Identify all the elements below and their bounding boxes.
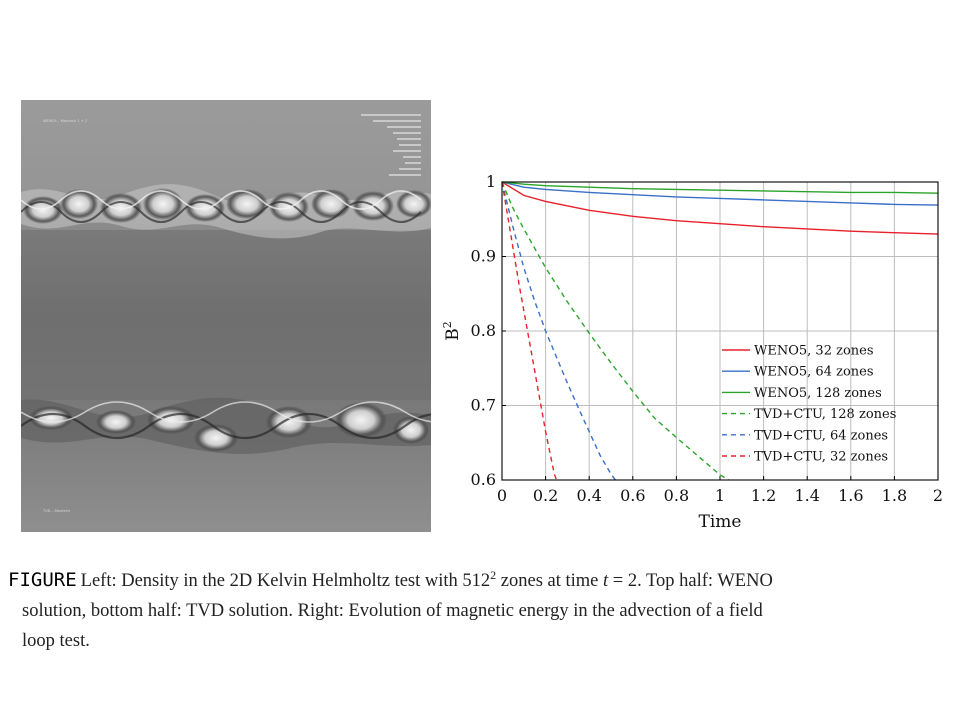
x-tick-label: 1.4 [794, 486, 819, 505]
top-half-label: WENO5 – Montech 1 + 2 [43, 119, 87, 123]
y-tick-label: 0.7 [471, 396, 496, 415]
caption-line-3: loop test. [22, 631, 90, 652]
caption-time-variable: t [603, 571, 609, 592]
y-tick-label: 1 [486, 172, 496, 191]
density-image-panel: WENO5 – Montech 1 + 2 TVD – Montech [21, 100, 431, 532]
x-tick-label: 1.2 [751, 486, 776, 505]
x-tick-label: 1.6 [838, 486, 863, 505]
x-tick-label: 0 [497, 486, 507, 505]
legend-entry: WENO5, 64 zones [754, 365, 874, 380]
y-tick-label: 0.6 [471, 470, 496, 489]
x-tick-label: 0.8 [664, 486, 689, 505]
series-line-5 [501, 181, 558, 481]
bottom-half-label: TVD – Montech [42, 509, 70, 513]
magnetic-energy-chart: 0 0.2 0.4 0.6 0.8 1 1.2 1.4 1.6 1.8 2 0.6 0.7 0.8 0.9 1… [436, 168, 956, 538]
series-line-3 [501, 181, 730, 481]
tiny-parameter-text: WENO5 – Montech 1 + 2 TVD – Montech [42, 114, 421, 513]
x-tick-label: 0.2 [533, 486, 558, 505]
y-tick-label: 0.8 [471, 321, 496, 340]
x-tick-label: 0.4 [576, 486, 601, 505]
x-tick-label: 0.6 [620, 486, 645, 505]
figure-caption: FIGURE Left: Density in the 2D Kelvin Hel… [8, 560, 953, 656]
series-line-2 [501, 181, 939, 194]
caption-line-1-end: = 2. Top half: WENO [608, 571, 773, 592]
y-axis-label-sup: 2 [441, 321, 454, 328]
chart-svg: 0 0.2 0.4 0.6 0.8 1 1.2 1.4 1.6 1.8 2 0.6 0.7 0.8 0.9 1… [441, 172, 944, 532]
top-vortex-row [21, 188, 431, 224]
series-lines [501, 181, 939, 481]
series-line-4 [501, 181, 616, 481]
series-line-0 [501, 181, 939, 235]
kh-density-image: WENO5 – Montech 1 + 2 TVD – Montech [21, 100, 431, 532]
x-tick-label: 1.8 [882, 486, 907, 505]
legend-entry: WENO5, 32 zones [754, 344, 874, 359]
caption-line-1-start: Left: Density in the 2D Kelvin Helmholtz… [80, 571, 491, 592]
y-axis-label-base: B [443, 328, 463, 341]
legend-entry: TVD+CTU, 32 zones [754, 450, 888, 465]
x-tick-label: 2 [933, 486, 943, 505]
series-line-1 [501, 181, 939, 206]
x-axis-label: Time [699, 512, 742, 532]
bottom-vortex-row [21, 401, 431, 452]
ticks: 0 0.2 0.4 0.6 0.8 1 1.2 1.4 1.6 1.8 2 0.6 0.7 0.8 0.9 1 [471, 172, 944, 505]
legend-entry: WENO5, 128 zones [754, 386, 882, 401]
y-tick-label: 0.9 [471, 247, 496, 266]
caption-figure-label: FIGURE [8, 569, 77, 592]
legend: WENO5, 32 zones WENO5, 64 zones WENO5, 128… [722, 344, 896, 465]
legend-entry: TVD+CTU, 128 zones [754, 407, 896, 422]
caption-line-1-mid: zones at time [496, 571, 604, 592]
x-tick-label: 1 [715, 486, 725, 505]
caption-superscript: 2 [490, 568, 497, 582]
caption-line-1: FIGURE Left: Density in the 2D Kelvin Hel… [8, 560, 953, 596]
y-axis-label: B2 [441, 321, 463, 341]
caption-line-2: solution, bottom half: TVD solution. Rig… [22, 601, 763, 622]
legend-entry: TVD+CTU, 64 zones [754, 428, 888, 443]
